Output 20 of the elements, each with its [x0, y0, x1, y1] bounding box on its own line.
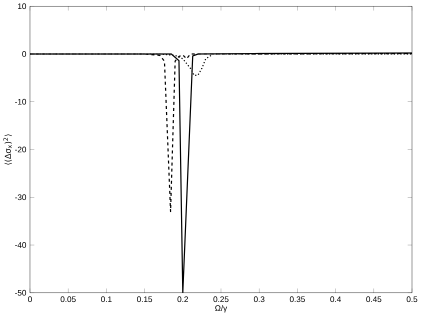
y-tick-label: -50	[15, 290, 26, 296]
x-tick-label: 0.4	[330, 296, 341, 302]
x-tick-label: 0.05	[60, 296, 76, 302]
y-tick-label: 0	[22, 51, 26, 57]
y-tick-label: -30	[15, 194, 26, 200]
y-tick-label: -10	[15, 98, 26, 105]
x-tick-label: 0.25	[213, 296, 229, 302]
x-tick-label: 0.3	[254, 296, 264, 302]
y-tick-label: -40	[15, 242, 26, 248]
x-tick-label: 0.35	[290, 296, 305, 302]
x-tick-label: 0	[28, 296, 32, 302]
y-tick-label: -20	[15, 146, 26, 152]
x-tick-label: 0.15	[137, 296, 152, 302]
x-tick-label: 0.5	[406, 296, 418, 302]
y-tick-label: 10	[18, 3, 26, 10]
y-axis-title: ⟨(Δσ$_{x}$)$^{2}$⟩	[3, 134, 12, 165]
x-axis-title: Ω/γ	[215, 305, 228, 313]
x-tick-label: 0.45	[366, 296, 382, 302]
x-tick-label: 0.2	[177, 296, 188, 302]
x-tick-label: 0.1	[101, 296, 112, 302]
